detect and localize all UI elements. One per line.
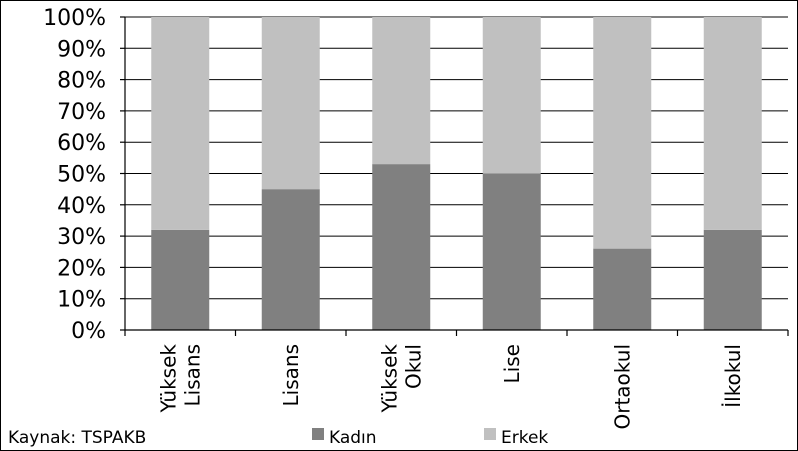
y-tick-label: 10%: [57, 288, 106, 313]
y-tick-label: 100%: [43, 6, 106, 31]
y-tick-label: 40%: [57, 194, 106, 219]
x-category-label: Lisans: [279, 344, 303, 406]
y-tick-label: 80%: [57, 69, 106, 94]
bar-kadin: [703, 229, 762, 330]
x-category-label: Lise: [500, 344, 524, 383]
x-category-label: Yüksek: [377, 344, 401, 414]
source-note: Kaynak: TSPAKB: [8, 428, 146, 448]
legend-label-erkek: Erkek: [501, 428, 548, 448]
y-tick-label: 60%: [57, 131, 106, 156]
gridlines: [120, 16, 788, 331]
y-tick-label: 70%: [57, 100, 106, 125]
bar-erkek: [703, 17, 762, 230]
x-category-labels: Yüksek Lisans Lisans Yüksek Okul Lise Ortaokul…: [156, 344, 745, 430]
y-tick-label: 0%: [71, 319, 106, 344]
x-category-label: İlkokul: [721, 344, 745, 408]
bar-erkek: [151, 17, 210, 230]
y-tick-label: 50%: [57, 163, 106, 188]
bar-erkek: [482, 17, 541, 174]
x-category-label: Ortaokul: [610, 344, 634, 430]
legend: Kadın Erkek: [312, 428, 548, 448]
x-category-label: Okul: [401, 344, 425, 389]
y-tick-label: 90%: [57, 37, 106, 62]
y-tick-labels: 0% 10% 20% 30% 40% 50% 60% 70% 80% 90% 100%: [43, 6, 106, 344]
bar-kadin: [593, 248, 652, 330]
bar-erkek: [372, 17, 431, 165]
bar-kadin: [372, 164, 431, 330]
legend-label-kadin: Kadın: [329, 428, 377, 448]
bars: [151, 17, 762, 330]
bar-kadin: [151, 229, 210, 330]
bar-erkek: [593, 17, 652, 249]
y-tick-label: 20%: [57, 256, 106, 281]
y-tick-label: 30%: [57, 225, 106, 250]
x-category-label: Yüksek: [156, 344, 180, 414]
bar-kadin: [261, 189, 320, 330]
legend-swatch-kadin: [312, 428, 324, 440]
bar-erkek: [261, 17, 320, 190]
legend-swatch-erkek: [484, 428, 496, 440]
bar-kadin: [482, 173, 541, 330]
x-category-label: Lisans: [180, 344, 204, 406]
axes: [124, 17, 789, 336]
